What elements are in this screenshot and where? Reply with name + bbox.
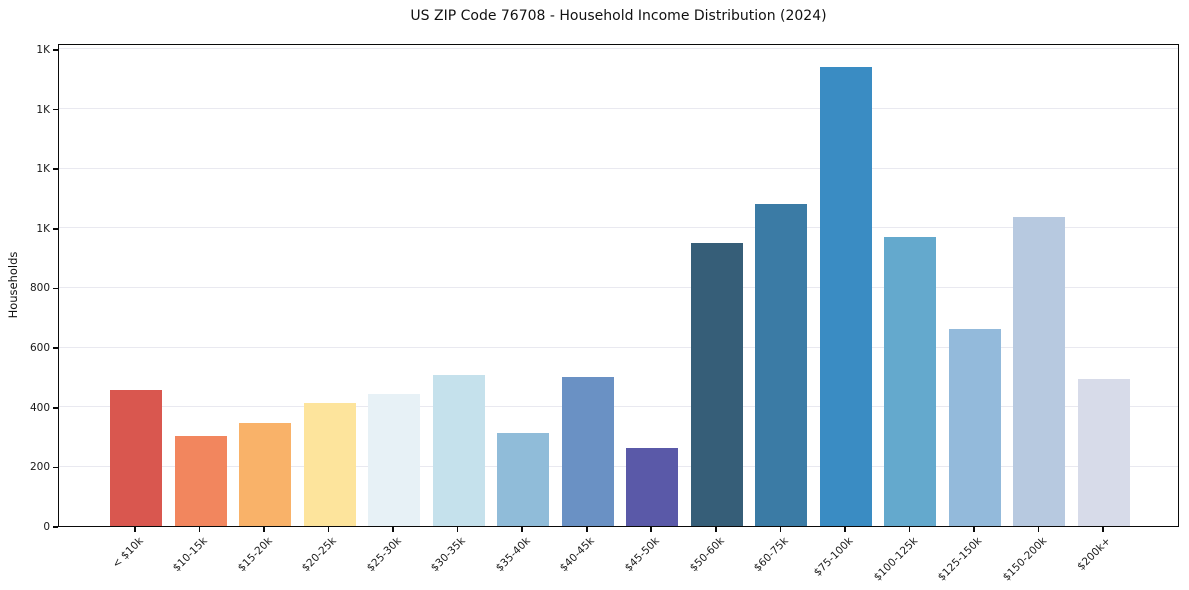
bar-$60-75k xyxy=(755,204,808,526)
gridline xyxy=(59,346,1178,348)
bar-$30-35k xyxy=(432,375,485,526)
bar-$35-40k xyxy=(497,432,550,526)
y-tick-mark xyxy=(53,287,58,290)
x-tick-label: $35-40k xyxy=(493,535,533,575)
y-tick-mark xyxy=(53,228,58,230)
gridline xyxy=(59,167,1178,169)
x-tick-label: $50-60k xyxy=(687,535,727,575)
gridline xyxy=(59,465,1178,467)
chart-title: US ZIP Code 76708 - Household Income Dis… xyxy=(410,8,827,24)
x-tick-label: $125-150k xyxy=(935,535,985,584)
bar-$75-100k xyxy=(819,66,872,526)
y-tick-mark xyxy=(53,168,58,171)
bar-$15-20k xyxy=(239,423,292,526)
y-tick-label: 1K xyxy=(36,163,50,176)
y-tick-mark xyxy=(53,347,58,349)
gridline xyxy=(59,406,1178,408)
x-tick-mark xyxy=(1102,527,1104,532)
y-tick-label: 1K xyxy=(36,43,50,56)
bar-$200k+ xyxy=(1077,378,1130,526)
x-tick-label: $200k+ xyxy=(1075,535,1114,573)
x-tick-mark xyxy=(198,527,201,532)
y-tick-mark xyxy=(53,526,58,528)
x-tick-mark xyxy=(779,527,782,532)
x-tick-label: $100-125k xyxy=(871,535,920,584)
y-tick-mark xyxy=(53,108,58,111)
y-tick-label: 1K xyxy=(36,222,50,235)
x-tick-mark xyxy=(263,527,265,532)
x-tick-label: $25-30k xyxy=(364,535,404,575)
bar-$150-200k xyxy=(1013,217,1066,526)
x-tick-mark xyxy=(844,527,846,532)
gridline xyxy=(59,227,1178,229)
gridline xyxy=(59,108,1178,110)
gridline xyxy=(59,48,1178,50)
x-tick-label: $10-15k xyxy=(170,535,211,575)
x-tick-mark xyxy=(714,527,717,532)
bar-< $10k xyxy=(110,390,162,526)
y-tick-mark xyxy=(53,406,58,409)
y-tick-label: 0 xyxy=(43,521,50,533)
x-tick-label: $20-25k xyxy=(299,535,340,575)
y-tick-label: 400 xyxy=(29,401,50,414)
x-tick-mark xyxy=(392,527,394,532)
bar-$40-45k xyxy=(561,376,614,526)
y-tick-label: 800 xyxy=(29,282,50,295)
x-tick-mark xyxy=(327,527,330,532)
x-tick-mark xyxy=(134,527,136,532)
x-tick-mark xyxy=(1037,527,1040,532)
x-tick-label: $150-200k xyxy=(1000,535,1049,584)
x-tick-mark xyxy=(585,527,588,532)
bar-$50-60k xyxy=(690,243,743,526)
x-tick-label: < $10k xyxy=(109,535,146,571)
x-tick-label: $15-20k xyxy=(235,535,275,575)
x-tick-mark xyxy=(650,527,653,532)
x-tick-label: $40-45k xyxy=(558,535,598,575)
bar-$20-25k xyxy=(303,403,356,526)
y-tick-mark xyxy=(53,466,58,469)
y-tick-label: 200 xyxy=(29,461,50,474)
gridline xyxy=(59,286,1178,288)
y-tick-label: 1K xyxy=(36,103,50,116)
bar-$25-30k xyxy=(368,393,421,526)
bar-$45-50k xyxy=(626,448,679,526)
plot-area xyxy=(58,44,1179,527)
x-tick-label: $60-75k xyxy=(751,535,791,575)
x-tick-label: $45-50k xyxy=(622,535,662,575)
x-tick-mark xyxy=(908,527,911,532)
bar-$125-150k xyxy=(948,328,1001,526)
x-tick-label: $30-35k xyxy=(429,535,469,575)
bar-$100-125k xyxy=(884,236,937,526)
y-tick-label: 600 xyxy=(29,342,50,355)
x-tick-mark xyxy=(973,527,975,532)
x-tick-mark xyxy=(521,527,523,532)
bar-$10-15k xyxy=(174,435,227,526)
y-tick-mark xyxy=(53,49,58,51)
x-tick-mark xyxy=(456,527,459,532)
x-tick-label: $75-100k xyxy=(811,535,856,579)
